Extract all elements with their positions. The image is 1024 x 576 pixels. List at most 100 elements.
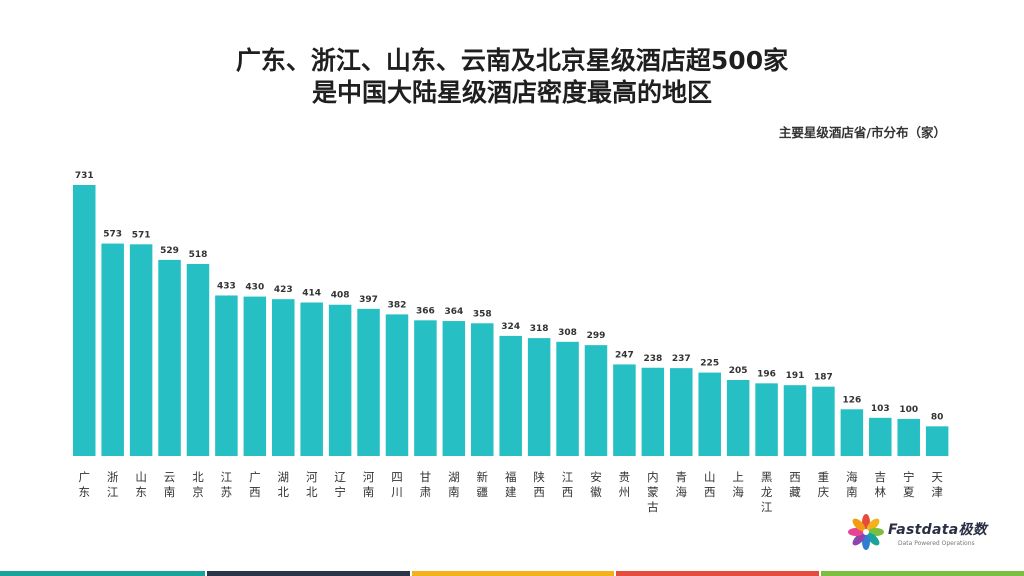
- footer-segment: [821, 571, 1024, 576]
- category-label: 云南: [164, 470, 176, 499]
- category-label: 湖南: [448, 470, 460, 499]
- category-label: 四川: [391, 470, 403, 499]
- bar-宁夏: [897, 418, 920, 456]
- footer-segment: [206, 571, 410, 576]
- bar-浙江: [101, 243, 124, 456]
- category-label: 青海: [676, 470, 688, 499]
- category-label: 贵州: [619, 470, 631, 499]
- bar-广西: [243, 296, 267, 456]
- bar-河北: [300, 302, 323, 456]
- data-label: 423: [274, 285, 293, 295]
- data-label: 100: [899, 405, 918, 415]
- category-label: 福建: [505, 470, 517, 499]
- bar-贵州: [613, 364, 636, 456]
- category-label: 浙江: [107, 470, 119, 499]
- data-label: 126: [842, 395, 861, 405]
- category-label: 辽宁: [334, 470, 346, 499]
- fastdata-logo: Fastdata极数 Data Powered Operations: [846, 512, 988, 556]
- bar-甘肃: [414, 320, 437, 456]
- data-label: 238: [643, 354, 662, 364]
- data-label: 196: [757, 369, 776, 379]
- category-label: 海南: [846, 470, 858, 499]
- category-label: 黑龙江: [761, 470, 773, 514]
- category-label: 上海: [732, 470, 744, 499]
- chart-title-line1: 广东、浙江、山东、云南及北京星级酒店超500家: [235, 46, 789, 75]
- footer-segment: [411, 571, 615, 576]
- bar-辽宁: [328, 304, 352, 456]
- category-label: 新疆: [477, 470, 489, 499]
- data-label: 573: [103, 230, 122, 240]
- data-label: 187: [814, 373, 833, 383]
- bar-陕西: [527, 338, 551, 456]
- category-label: 河北: [306, 470, 318, 499]
- category-label: 山东: [135, 470, 147, 499]
- data-label: 358: [473, 309, 492, 319]
- data-label: 571: [132, 230, 151, 240]
- category-label: 广西: [249, 470, 261, 499]
- logo-tagline: Data Powered Operations: [898, 540, 975, 547]
- category-label: 吉林: [875, 470, 887, 499]
- category-label: 甘肃: [420, 470, 432, 499]
- data-label: 364: [444, 307, 463, 317]
- data-label: 237: [672, 354, 691, 364]
- data-label: 205: [729, 366, 748, 376]
- category-label: 宁夏: [903, 470, 915, 499]
- flower-icon: [848, 514, 884, 550]
- data-label: 518: [189, 250, 208, 260]
- data-label: 430: [245, 283, 264, 293]
- bar-河南: [357, 308, 380, 456]
- data-label: 433: [217, 281, 236, 291]
- bar-青海: [670, 368, 693, 456]
- category-label: 广东: [79, 470, 91, 499]
- category-label: 江苏: [221, 470, 233, 499]
- bar-四川: [385, 314, 409, 456]
- bar-湖南: [442, 321, 466, 456]
- data-label: 299: [587, 331, 606, 341]
- data-label: 225: [700, 359, 719, 369]
- category-label: 重庆: [818, 470, 830, 499]
- category-label: 西藏: [789, 470, 801, 499]
- category-label: 山西: [704, 470, 716, 499]
- category-label: 河南: [363, 470, 375, 499]
- data-label: 247: [615, 350, 634, 360]
- data-label: 414: [302, 289, 321, 299]
- footer-segment: [616, 571, 820, 576]
- data-label: 318: [530, 324, 549, 334]
- data-label: 324: [501, 322, 520, 332]
- bar-天津: [925, 426, 949, 456]
- bar-湖北: [272, 299, 295, 456]
- data-label: 397: [359, 295, 378, 305]
- bar-重庆: [812, 386, 835, 456]
- data-label: 408: [331, 291, 350, 301]
- bar-江苏: [215, 295, 238, 456]
- data-label: 191: [786, 371, 805, 381]
- data-label: 731: [75, 171, 94, 181]
- footer-segment: [0, 571, 205, 576]
- data-label: 366: [416, 306, 435, 316]
- bar-新疆: [471, 323, 494, 456]
- bar-北京: [186, 263, 210, 456]
- category-label: 天津: [931, 470, 943, 499]
- chart-subtitle: 主要星级酒店省/市分布（家）: [778, 125, 946, 140]
- bar-山西: [698, 372, 721, 456]
- logo-name: Fastdata极数: [888, 522, 988, 538]
- bar-福建: [499, 335, 522, 456]
- data-label: 382: [388, 300, 407, 310]
- bar-上海: [726, 380, 750, 456]
- category-label: 湖北: [278, 470, 290, 499]
- category-label: 北京: [192, 470, 204, 499]
- bar-云南: [158, 259, 181, 456]
- category-label: 内蒙古: [647, 470, 659, 514]
- category-label: 陕西: [533, 470, 545, 499]
- data-label: 103: [871, 404, 890, 414]
- category-label: 江西: [562, 470, 574, 499]
- bar-西藏: [783, 385, 807, 456]
- chart-title-line2: 是中国大陆星级酒店密度最高的地区: [311, 78, 712, 107]
- bar-黑龙江: [755, 383, 778, 456]
- bar-山东: [129, 244, 153, 456]
- bar-广东: [73, 185, 96, 456]
- data-label: 529: [160, 246, 179, 256]
- bar-吉林: [869, 417, 892, 456]
- data-label: 308: [558, 328, 577, 338]
